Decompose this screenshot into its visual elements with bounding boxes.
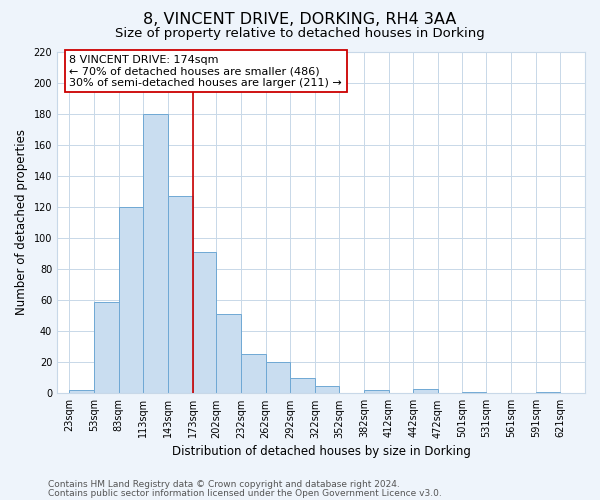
Bar [290,378,315,394]
Bar [70,390,94,394]
Bar [217,314,241,394]
Bar [193,252,217,394]
Bar [364,390,389,394]
Bar [536,392,560,394]
Text: 8, VINCENT DRIVE, DORKING, RH4 3AA: 8, VINCENT DRIVE, DORKING, RH4 3AA [143,12,457,28]
Y-axis label: Number of detached properties: Number of detached properties [15,130,28,316]
X-axis label: Distribution of detached houses by size in Dorking: Distribution of detached houses by size … [172,444,470,458]
Bar [462,392,487,394]
Bar [143,114,168,394]
Text: Contains public sector information licensed under the Open Government Licence v3: Contains public sector information licen… [48,488,442,498]
Bar [119,207,143,394]
Bar [94,302,119,394]
Bar [315,386,340,394]
Text: Size of property relative to detached houses in Dorking: Size of property relative to detached ho… [115,28,485,40]
Bar [413,388,438,394]
Text: Contains HM Land Registry data © Crown copyright and database right 2024.: Contains HM Land Registry data © Crown c… [48,480,400,489]
Bar [168,196,193,394]
Bar [241,354,266,394]
Bar [266,362,290,394]
Text: 8 VINCENT DRIVE: 174sqm
← 70% of detached houses are smaller (486)
30% of semi-d: 8 VINCENT DRIVE: 174sqm ← 70% of detache… [70,54,342,88]
